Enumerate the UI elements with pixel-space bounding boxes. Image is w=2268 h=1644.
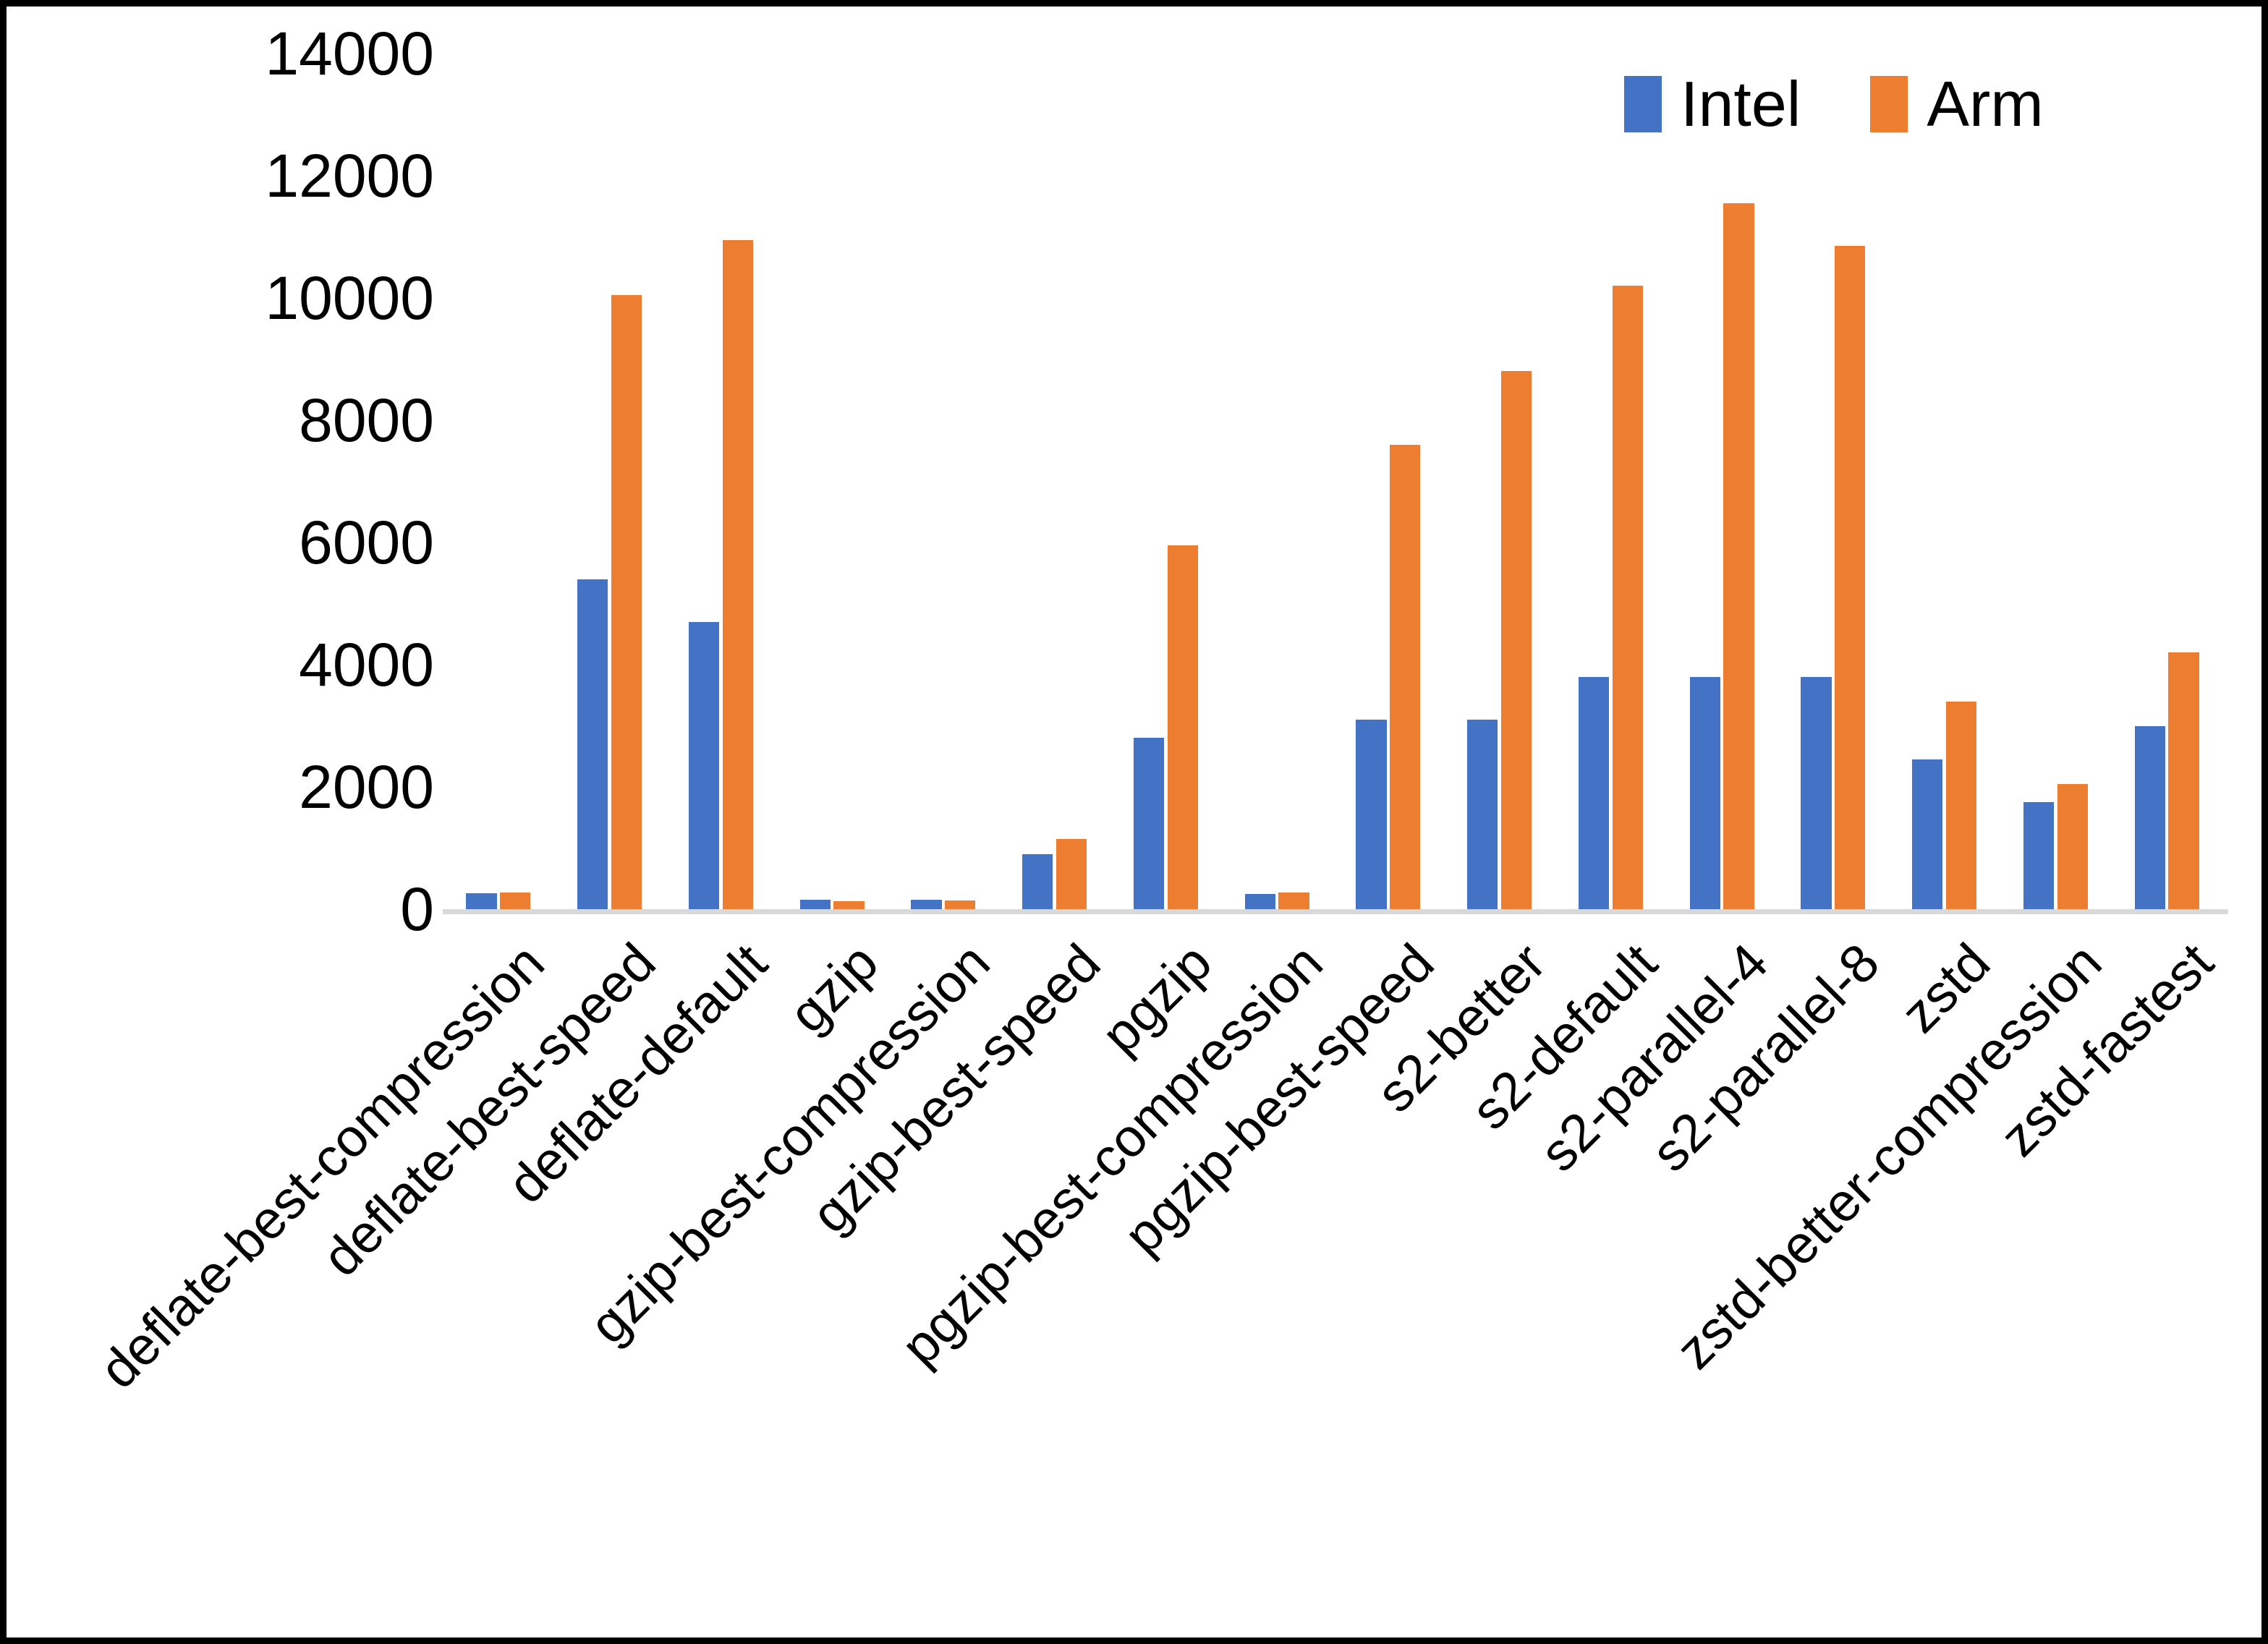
- bar-s2-default-arm[interactable]: [1612, 54, 1643, 909]
- bar-rect: [2134, 725, 2165, 909]
- bar-rect: [1801, 676, 1832, 909]
- bar-s2-parallel-4-arm[interactable]: [1723, 54, 1754, 909]
- legend-item-intel[interactable]: Intel: [1624, 72, 1801, 136]
- bar-rect: [1467, 720, 1498, 909]
- bar-gzip-best-speed-intel[interactable]: [1022, 54, 1053, 909]
- bar-rect: [833, 901, 865, 909]
- bar-s2-default-intel[interactable]: [1578, 54, 1610, 909]
- legend-label-intel: Intel: [1681, 68, 1801, 140]
- bar-pgzip-best-speed-arm[interactable]: [1390, 54, 1421, 909]
- bar-rect: [799, 900, 831, 909]
- bar-rect: [466, 893, 497, 909]
- bar-gzip-arm[interactable]: [833, 54, 865, 909]
- bar-deflate-default-intel[interactable]: [688, 54, 720, 909]
- bar-rect: [1835, 246, 1866, 909]
- bar-rect: [2168, 652, 2199, 909]
- bar-deflate-best-speed-arm[interactable]: [611, 54, 642, 909]
- y-axis-tick-4000: 4000: [299, 631, 434, 699]
- bar-pgzip-arm[interactable]: [1167, 54, 1198, 909]
- bar-rect: [1723, 203, 1754, 909]
- bar-rect: [1578, 676, 1610, 909]
- bar-zstd-fastest-arm[interactable]: [2168, 54, 2199, 909]
- bar-pgzip-best-compression-intel[interactable]: [1244, 54, 1275, 909]
- figure-border-bottom: [0, 1637, 2268, 1644]
- y-axis-tick-0: 0: [400, 875, 434, 943]
- bar-rect: [1244, 893, 1275, 909]
- bar-s2-better-arm[interactable]: [1500, 54, 1532, 909]
- figure-border-right: [2261, 0, 2268, 1644]
- y-axis-tick-2000: 2000: [299, 753, 434, 821]
- bar-zstd-intel[interactable]: [1912, 54, 1943, 909]
- bar-rect: [1133, 738, 1165, 909]
- bar-zstd-better-compression-arm[interactable]: [2057, 54, 2088, 909]
- plot-area: [443, 54, 2222, 909]
- bar-rect: [1500, 371, 1532, 909]
- bar-pgzip-best-speed-intel[interactable]: [1356, 54, 1387, 909]
- bar-deflate-best-speed-intel[interactable]: [577, 54, 608, 909]
- bar-rect: [611, 294, 642, 909]
- bar-rect: [500, 893, 531, 909]
- bar-rect: [1278, 893, 1309, 909]
- y-axis-tick-10000: 10000: [265, 264, 434, 332]
- legend-swatch-intel-icon: [1624, 76, 1662, 132]
- bar-rect: [2057, 783, 2088, 909]
- bar-deflate-best-compression-intel[interactable]: [466, 54, 497, 909]
- legend-item-arm[interactable]: Arm: [1870, 68, 2044, 140]
- bar-zstd-arm[interactable]: [1945, 54, 1977, 909]
- bar-gzip-best-speed-arm[interactable]: [1056, 54, 1087, 909]
- legend-swatch-arm-icon: [1870, 76, 1908, 132]
- y-axis-tick-6000: 6000: [299, 508, 434, 576]
- bar-rect: [1612, 286, 1643, 909]
- bar-zstd-better-compression-intel[interactable]: [2023, 54, 2055, 909]
- bar-s2-parallel-4-intel[interactable]: [1689, 54, 1720, 909]
- y-axis-tick-14000: 14000: [265, 20, 434, 88]
- bar-rect: [1356, 720, 1387, 909]
- bar-rect: [1390, 444, 1421, 909]
- bar-rect: [722, 239, 753, 909]
- bar-rect: [688, 621, 720, 909]
- bar-gzip-intel[interactable]: [799, 54, 831, 909]
- x-axis-baseline: [443, 909, 2228, 914]
- bar-s2-parallel-8-arm[interactable]: [1835, 54, 1866, 909]
- bar-gzip-best-compression-arm[interactable]: [945, 54, 976, 909]
- bar-gzip-best-compression-intel[interactable]: [911, 54, 942, 909]
- bar-rect: [2023, 802, 2055, 909]
- bar-rect: [1945, 701, 1977, 909]
- bar-zstd-fastest-intel[interactable]: [2134, 54, 2165, 909]
- y-axis-tick-12000: 12000: [265, 142, 434, 210]
- chart-legend: Intel Arm: [1624, 72, 2044, 136]
- legend-label-arm: Arm: [1927, 68, 2044, 140]
- bar-rect: [1167, 545, 1198, 909]
- y-axis-tick-labels: 0 2000 4000 6000 8000 10000 12000 14000: [130, 0, 434, 1013]
- bar-pgzip-best-compression-arm[interactable]: [1278, 54, 1309, 909]
- figure-border-left: [0, 0, 7, 1644]
- y-axis-tick-8000: 8000: [299, 386, 434, 454]
- bar-rect: [1912, 759, 1943, 909]
- figure-border-top: [0, 0, 2268, 7]
- bar-deflate-best-compression-arm[interactable]: [500, 54, 531, 909]
- bar-rect: [945, 900, 976, 909]
- bar-s2-parallel-8-intel[interactable]: [1801, 54, 1832, 909]
- bar-rect: [577, 579, 608, 909]
- bar-s2-better-intel[interactable]: [1467, 54, 1498, 909]
- bar-rect: [1022, 853, 1053, 909]
- bar-deflate-default-arm[interactable]: [722, 54, 753, 909]
- bar-rect: [1056, 838, 1087, 909]
- bar-pgzip-intel[interactable]: [1133, 54, 1165, 909]
- bar-rect: [911, 900, 942, 909]
- bar-rect: [1689, 676, 1720, 909]
